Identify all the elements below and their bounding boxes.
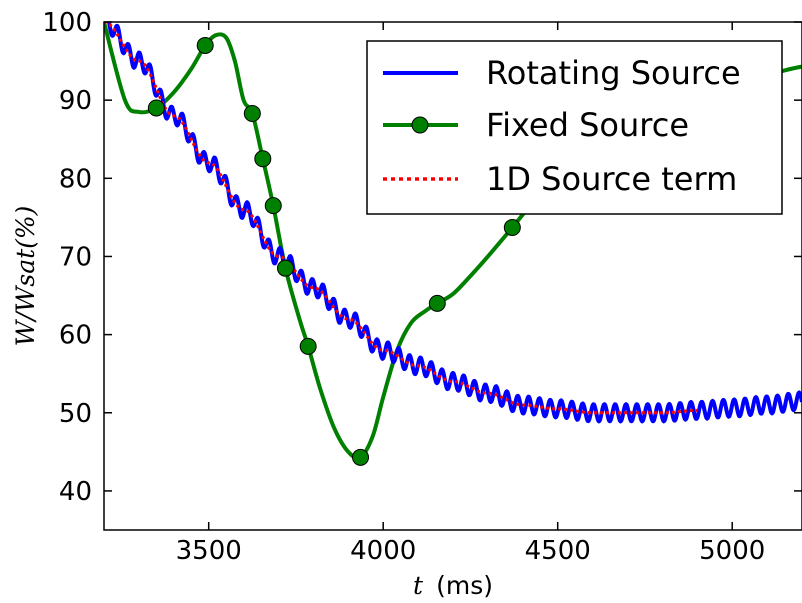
y-tick-label: 90: [59, 86, 92, 116]
x-tick-label: 4000: [350, 536, 416, 566]
fixed-source-marker: [503, 219, 521, 237]
x-tick-label: 4500: [525, 536, 591, 566]
legend-box: [366, 40, 783, 215]
x-tick-label: 3500: [176, 536, 242, 566]
y-tick-label: 70: [59, 242, 92, 272]
fixed-source-marker: [147, 99, 165, 117]
fixed-source-marker: [243, 104, 261, 122]
y-tick-label: 100: [42, 8, 92, 38]
fixed-source-marker: [254, 150, 272, 168]
y-tick-label: 80: [59, 164, 92, 194]
series-line-rotating-source: [104, 22, 802, 424]
fixed-source-marker: [276, 259, 294, 277]
y-tick-label: 60: [59, 321, 92, 351]
fixed-source-marker: [264, 197, 282, 215]
x-axis-unit: (ms): [436, 571, 493, 600]
fixed-source-marker: [428, 294, 446, 312]
legend-label-fixed-source: Fixed Source: [486, 106, 689, 144]
legend: Rotating Source Fixed Source 1D Source ter…: [366, 40, 783, 215]
y-tick-label: 40: [59, 477, 92, 507]
y-tick-label: 50: [59, 399, 92, 429]
legend-label-1d-source-term: 1D Source term: [486, 160, 737, 198]
plot-frame: [103, 21, 802, 531]
series-line-1d-source-term: [104, 22, 698, 415]
x-tick-label: 5000: [699, 536, 765, 566]
axis-ticks: 3500 4000 4500 5000 40 50 60 70 80 90 100: [42, 8, 802, 566]
legend-label-rotating-source: Rotating Source: [486, 54, 741, 92]
legend-marker-fixed-source: [411, 116, 429, 134]
fixed-source-marker: [352, 448, 370, 466]
fixed-source-marker: [196, 36, 214, 54]
y-axis-label: W/Wsat(%): [11, 206, 40, 347]
x-axis-variable: t: [413, 571, 424, 600]
fixed-source-marker: [299, 337, 317, 355]
x-axis-label: t (ms): [413, 571, 493, 600]
